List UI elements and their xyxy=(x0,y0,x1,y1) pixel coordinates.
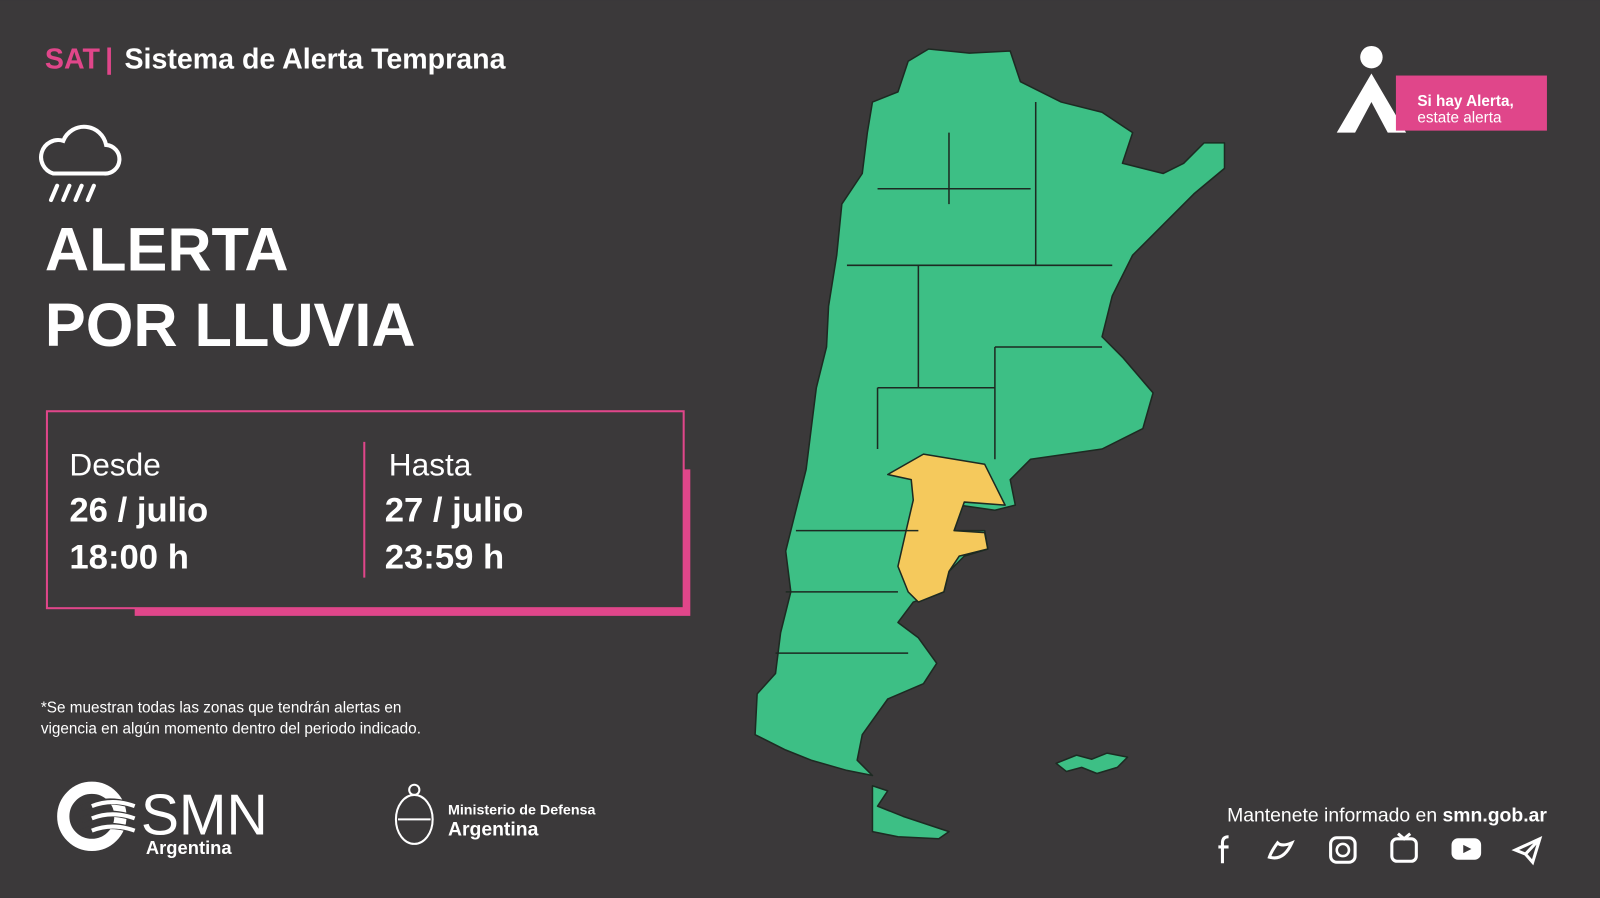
smn-sub: Argentina xyxy=(146,837,232,858)
alert-title: POR LLUVIA xyxy=(45,291,416,359)
twitter-icon[interactable] xyxy=(1267,840,1295,860)
telegram-icon[interactable] xyxy=(1511,835,1543,866)
ministry-sub: Argentina xyxy=(448,819,539,841)
map xyxy=(754,48,1226,840)
badge-text: estate alerta xyxy=(1417,109,1502,126)
map-tierra-del-fuego xyxy=(871,784,950,840)
footer-text: Mantenete informado en smn.gob.ar xyxy=(1227,804,1547,826)
separator: | xyxy=(105,43,113,75)
to-time: 23:59 h xyxy=(385,538,505,576)
to-label: Hasta xyxy=(389,447,472,483)
map-boundaries xyxy=(775,102,1113,654)
ministry-shield xyxy=(394,783,434,845)
map-malvinas xyxy=(1055,752,1129,775)
footnote: *Se muestran todas las zonas que tendrán… xyxy=(41,699,402,716)
header-title: Sistema de Alerta Temprana xyxy=(124,43,506,75)
footer-lead: Mantenete informado en xyxy=(1227,804,1442,826)
from-date: 26 / julio xyxy=(69,491,208,529)
ministry-name: Ministerio de Defensa xyxy=(448,802,597,818)
box-shadow xyxy=(134,469,691,616)
instagram-icon[interactable] xyxy=(1329,836,1357,864)
rain-icon xyxy=(39,124,122,203)
footer-link[interactable]: smn.gob.ar xyxy=(1443,804,1548,826)
footnote: vigencia en algún momento dentro del per… xyxy=(41,721,421,738)
brand: SAT xyxy=(45,43,101,75)
badge-text: Si hay Alerta, xyxy=(1417,93,1513,110)
smn-logo xyxy=(57,781,136,852)
badge-icon xyxy=(1336,45,1407,133)
facebook-icon[interactable] xyxy=(1218,835,1229,864)
badge-box xyxy=(1395,75,1547,131)
from-time: 18:00 h xyxy=(69,538,189,576)
from-label: Desde xyxy=(69,447,160,483)
alert-title: ALERTA xyxy=(45,215,289,283)
social-icons xyxy=(1218,832,1543,866)
to-date: 27 / julio xyxy=(385,491,524,529)
smn-name: SMN xyxy=(141,784,268,848)
